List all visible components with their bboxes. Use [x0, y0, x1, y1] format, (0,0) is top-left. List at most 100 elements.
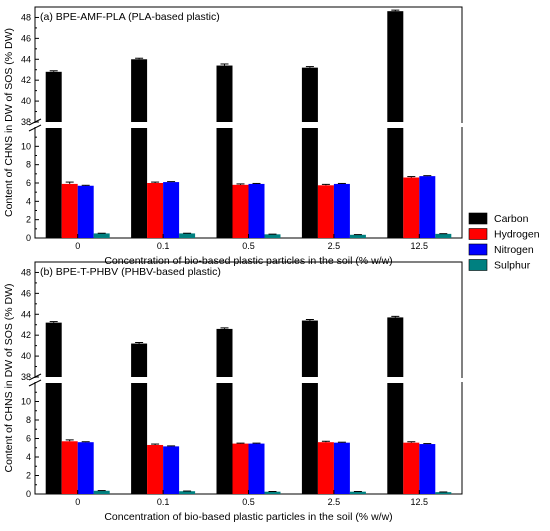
bar-sulphur — [435, 233, 452, 238]
y-tick-label: 2 — [26, 215, 31, 225]
bar-hydrogen — [317, 442, 334, 494]
y-tick-label: 38 — [21, 117, 31, 127]
axis-break-mark — [28, 118, 42, 126]
bar-hydrogen — [232, 184, 249, 238]
legend-swatch-nitrogen — [468, 243, 488, 256]
bar-hydrogen — [61, 183, 78, 238]
y-tick-label: 0 — [26, 233, 31, 243]
bar-carbon-lower — [301, 383, 318, 494]
y-tick-label: 4 — [26, 196, 31, 206]
y-tick-label: 8 — [26, 415, 31, 425]
bar-sulphur — [349, 234, 366, 238]
bar-nitrogen — [333, 442, 350, 494]
y-tick-label: 6 — [26, 434, 31, 444]
y-tick-label: 46 — [21, 33, 31, 43]
bar-sulphur — [179, 233, 196, 238]
y-tick-label: 44 — [21, 54, 31, 64]
x-tick-label: 0.5 — [242, 497, 255, 507]
bar-nitrogen — [248, 183, 265, 238]
bar-carbon-lower — [45, 128, 62, 238]
y-tick-label: 48 — [21, 267, 31, 277]
bar-carbon — [131, 59, 148, 122]
axis-break-mark — [28, 124, 42, 132]
bar-carbon — [216, 328, 233, 377]
y-tick-label: 44 — [21, 309, 31, 319]
bar-carbon-lower — [216, 383, 233, 494]
x-tick-label: 12.5 — [411, 241, 429, 251]
x-tick-label: 0 — [75, 497, 80, 507]
bar-carbon — [131, 343, 148, 377]
y-axis-label: Content of CHNS in DW of SOS (% DW) — [3, 28, 15, 217]
bar-sulphur — [93, 490, 110, 494]
legend-swatch-carbon — [468, 212, 488, 225]
y-tick-label: 2 — [26, 471, 31, 481]
y-tick-label: 40 — [21, 351, 31, 361]
y-tick-label: 10 — [21, 141, 31, 151]
x-tick-label: 0.1 — [157, 241, 170, 251]
bar-hydrogen — [61, 441, 78, 494]
y-tick-label: 38 — [21, 372, 31, 382]
y-tick-label: 4 — [26, 452, 31, 462]
x-axis-label: Concentration of bio-based plastic parti… — [104, 511, 392, 523]
y-tick-label: 48 — [21, 12, 31, 22]
bar-hydrogen — [403, 177, 420, 238]
bar-carbon-lower — [301, 128, 318, 238]
bar-sulphur — [264, 491, 281, 494]
bar-carbon — [216, 65, 233, 122]
bar-carbon — [301, 320, 318, 377]
axis-break-gap — [29, 378, 468, 382]
bar-nitrogen — [163, 446, 180, 494]
axis-break-mark — [28, 379, 42, 387]
legend-swatch-hydrogen — [468, 228, 488, 240]
bar-carbon-lower — [45, 383, 62, 494]
x-tick-label: 0.1 — [157, 497, 170, 507]
y-tick-label: 42 — [21, 330, 31, 340]
bar-hydrogen — [403, 442, 420, 494]
x-tick-label: 0.5 — [242, 241, 255, 251]
legend: Carbon Hydrogen Nitrogen Sulphur — [468, 212, 540, 272]
bar-carbon — [45, 322, 62, 377]
bar-hydrogen — [317, 185, 334, 238]
bar-nitrogen — [333, 183, 350, 238]
bar-carbon — [387, 317, 404, 377]
panel-title: (b) BPE-T-PHBV (PHBV-based plastic) — [40, 266, 221, 278]
y-tick-label: 6 — [26, 178, 31, 188]
bar-carbon — [301, 67, 318, 122]
bar-sulphur — [264, 234, 281, 238]
x-tick-label: 2.5 — [328, 497, 341, 507]
bar-hydrogen — [232, 443, 249, 494]
bar-carbon-lower — [216, 128, 233, 238]
bar-carbon-lower — [131, 383, 148, 494]
y-tick-label: 46 — [21, 288, 31, 298]
bar-nitrogen — [419, 444, 436, 494]
bar-nitrogen — [77, 442, 94, 494]
y-tick-label: 40 — [21, 96, 31, 106]
y-tick-label: 8 — [26, 160, 31, 170]
legend-label-carbon: Carbon — [494, 213, 529, 225]
bar-carbon-lower — [131, 128, 148, 238]
panel-title: (a) BPE-AMF-PLA (PLA-based plastic) — [40, 11, 220, 23]
bar-sulphur — [435, 492, 452, 494]
bar-carbon-lower — [387, 128, 404, 238]
legend-label-nitrogen: Nitrogen — [494, 244, 534, 256]
bar-sulphur — [93, 233, 110, 238]
axis-break-gap — [29, 123, 468, 127]
bar-nitrogen — [77, 185, 94, 238]
x-tick-label: 2.5 — [328, 241, 341, 251]
bar-sulphur — [349, 491, 366, 494]
legend-label-hydrogen: Hydrogen — [494, 229, 540, 241]
bar-carbon — [45, 71, 62, 122]
legend-label-sulphur: Sulphur — [494, 260, 531, 272]
bar-nitrogen — [419, 176, 436, 238]
bar-nitrogen — [248, 443, 265, 494]
bar-sulphur — [179, 491, 196, 494]
y-tick-label: 0 — [26, 489, 31, 499]
bar-hydrogen — [147, 444, 164, 494]
axis-break-mark — [28, 373, 42, 381]
y-tick-label: 42 — [21, 75, 31, 85]
x-tick-label: 0 — [75, 241, 80, 251]
y-tick-label: 10 — [21, 397, 31, 407]
